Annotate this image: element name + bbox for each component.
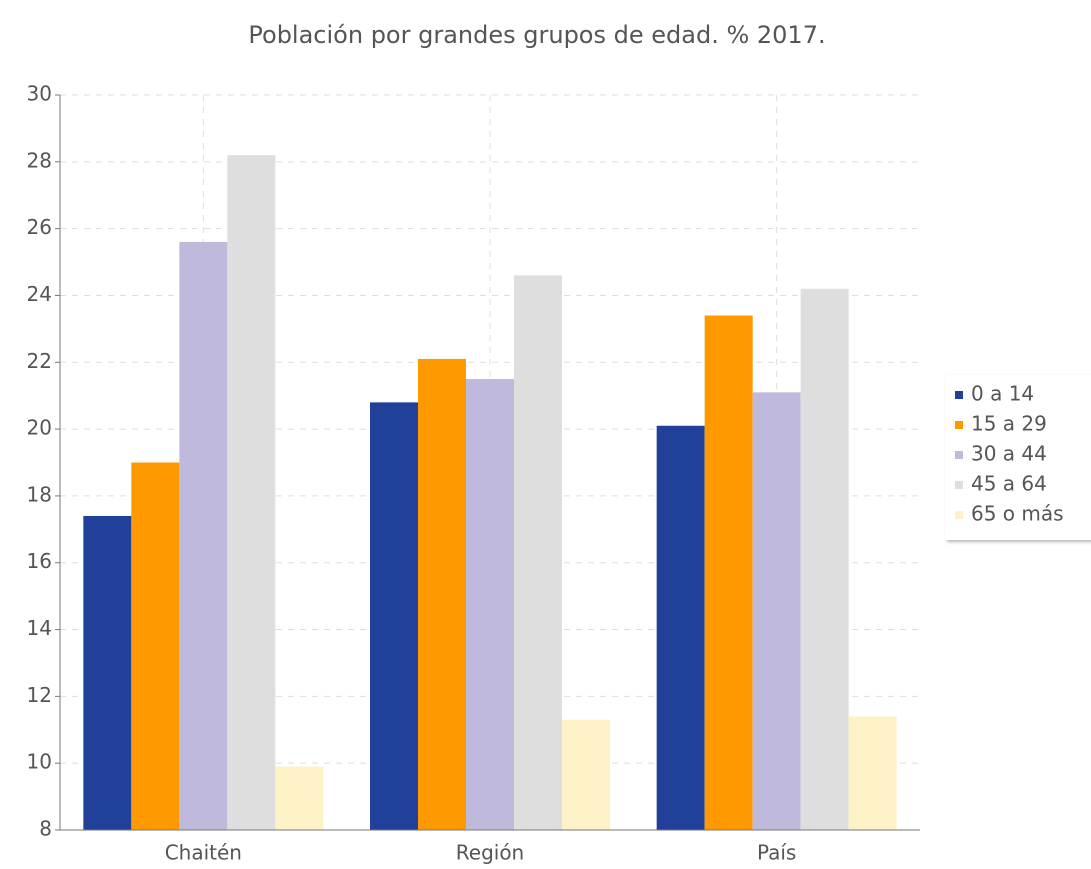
- y-tick-label: 30: [27, 82, 52, 106]
- y-tick-label: 24: [27, 282, 52, 306]
- y-tick-label: 26: [27, 215, 52, 239]
- bar: [179, 242, 228, 830]
- y-tick-label: 16: [27, 549, 52, 573]
- legend-marker: [955, 451, 963, 459]
- bar: [83, 515, 132, 830]
- x-tick-label: Chaitén: [165, 841, 242, 865]
- y-tick-label: 8: [39, 817, 52, 841]
- bar: [466, 378, 514, 830]
- y-tick-label: 10: [27, 750, 52, 774]
- bar: [131, 462, 180, 830]
- y-tick-label: 18: [27, 482, 52, 506]
- bar: [227, 155, 276, 831]
- y-tick-label: 22: [27, 349, 52, 373]
- legend-label: 30 a 44: [971, 442, 1047, 466]
- y-tick-label: 28: [27, 148, 52, 172]
- y-tick-label: 14: [27, 616, 52, 640]
- chart-title: Población por grandes grupos de edad. % …: [248, 21, 825, 49]
- bar: [704, 315, 753, 830]
- bar: [370, 402, 418, 830]
- legend-box: [945, 375, 1091, 540]
- bar: [800, 288, 849, 831]
- bar: [418, 358, 466, 830]
- bar: [752, 392, 801, 830]
- legend-marker: [955, 391, 963, 399]
- legend-label: 0 a 14: [971, 382, 1034, 406]
- y-tick-label: 20: [27, 416, 52, 440]
- y-tick-label: 12: [27, 683, 52, 707]
- legend-marker: [955, 421, 963, 429]
- x-tick-label: Región: [456, 841, 524, 865]
- bar: [848, 716, 897, 830]
- bar: [562, 719, 610, 830]
- legend-label: 65 o más: [971, 502, 1064, 526]
- bar: [514, 275, 562, 831]
- x-tick-label: País: [757, 841, 796, 865]
- legend-marker: [955, 511, 963, 519]
- legend-label: 15 a 29: [971, 412, 1047, 436]
- bar: [275, 766, 324, 830]
- legend-label: 45 a 64: [971, 472, 1047, 496]
- legend-marker: [955, 481, 963, 489]
- bar: [656, 425, 705, 830]
